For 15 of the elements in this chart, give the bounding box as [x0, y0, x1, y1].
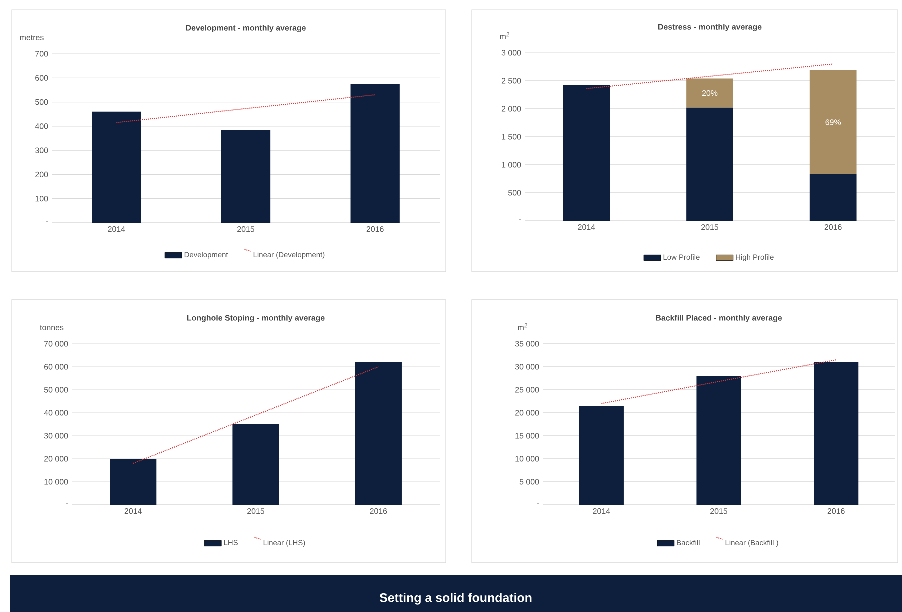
- bar: [563, 85, 610, 221]
- bar: [221, 130, 271, 223]
- bar: [696, 376, 742, 505]
- bar: [814, 362, 859, 505]
- bar: [350, 84, 400, 223]
- bar: [355, 362, 402, 505]
- text: Setting a solid foundation: [380, 593, 532, 605]
- bar: [579, 406, 624, 505]
- bar: [232, 424, 280, 505]
- bar: [110, 458, 157, 505]
- bar: [92, 112, 142, 223]
- bar: [686, 78, 734, 108]
- bar: [810, 174, 857, 221]
- bar: [686, 108, 734, 221]
- bar: [810, 70, 857, 174]
